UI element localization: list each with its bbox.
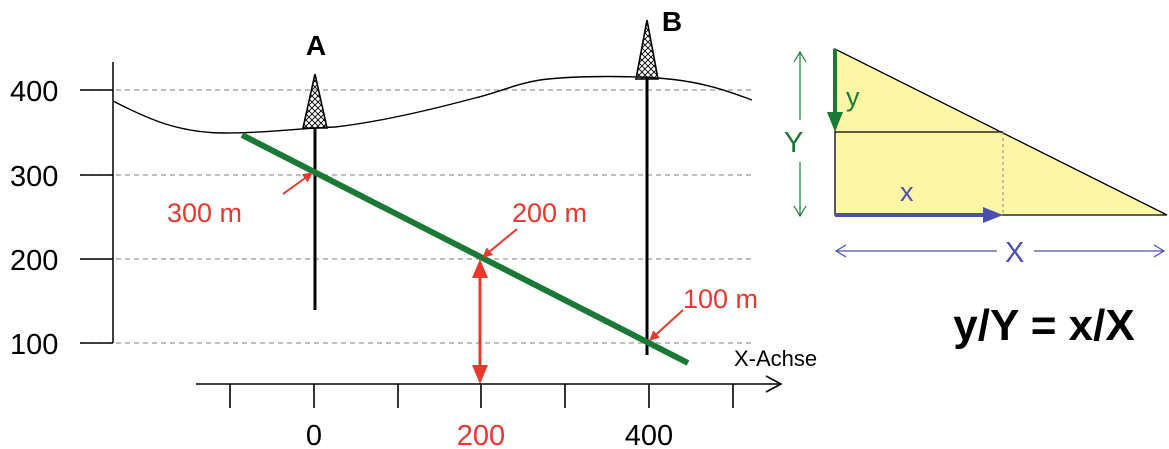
depth-label: 100 m [683, 284, 758, 314]
well-a-label: A [306, 30, 326, 61]
x-axis-arrowhead [765, 375, 783, 393]
x-axis-ticks [229, 384, 734, 408]
grid-lines [80, 89, 752, 344]
well-b-label: B [662, 6, 682, 37]
depth-label: 300 m [167, 198, 242, 228]
label-Y-big: Y [784, 127, 803, 159]
pointer-arrow-100 [649, 309, 684, 341]
x-tick-label: 200 [457, 420, 505, 449]
pointer-arrow-200 [482, 228, 518, 258]
x-tick-label: 0 [306, 420, 322, 449]
big-Y-arrow [793, 50, 807, 218]
y-tick-label: 300 [10, 161, 58, 193]
derrick-b-icon [635, 19, 659, 80]
y-tick-label: 200 [10, 245, 58, 277]
label-x-small: x [900, 177, 914, 207]
y-tick-label: 400 [10, 76, 58, 108]
label-X-big: X [1005, 237, 1024, 269]
pointer-arrow-300 [282, 172, 313, 195]
x-tick-label: 400 [625, 420, 673, 449]
terrain-surface [112, 75, 753, 134]
label-y-small: y [846, 82, 860, 112]
small-y-arrow [827, 49, 843, 132]
x-axis-label: X-Achse [734, 346, 817, 371]
small-x-arrow [835, 207, 1003, 223]
derrick-a-icon [302, 73, 328, 129]
depth-label: 200 m [512, 198, 587, 228]
ratio-formula: y/Y = x/X [953, 301, 1134, 350]
dipping-layer-line [240, 132, 690, 366]
big-X-arrow [834, 244, 1166, 258]
depth-double-arrow [472, 259, 488, 384]
y-tick-label: 100 [10, 329, 58, 361]
profile-panel: 400 300 200 100 A B 300 m 200 m 100 m [10, 6, 817, 449]
triangle-panel: y Y x X y/Y = x/X [784, 47, 1168, 350]
